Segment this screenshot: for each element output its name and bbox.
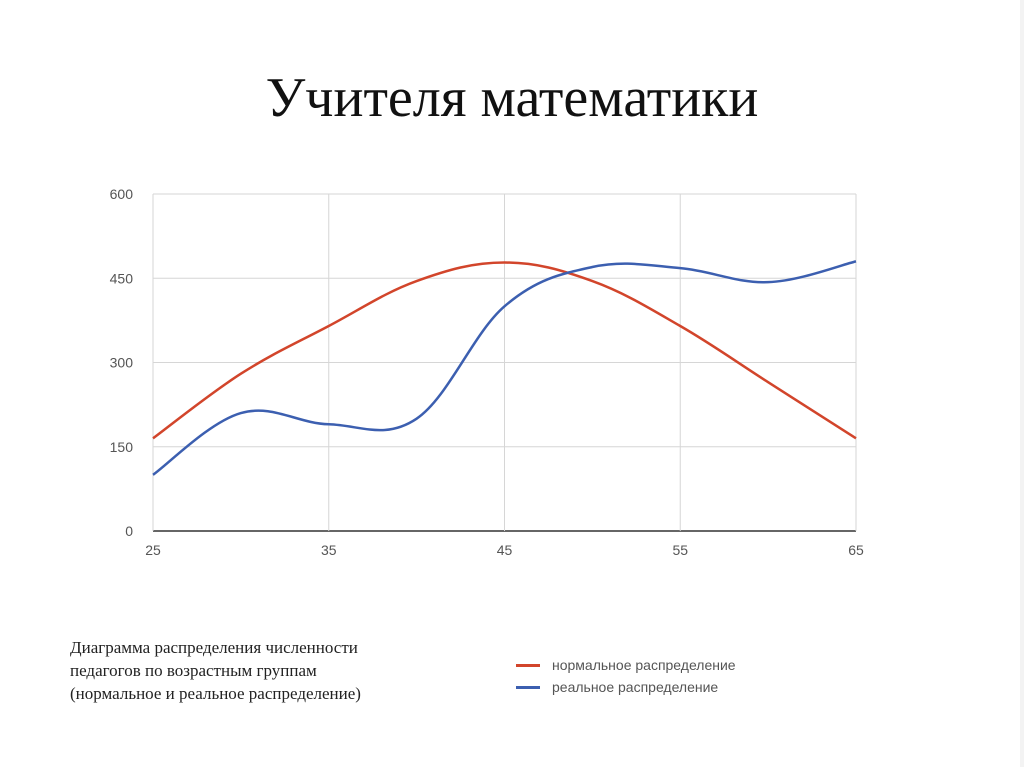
chart-legend: нормальное распределение реальное распре…	[516, 654, 736, 698]
chart-caption: Диаграмма распределения численности педа…	[70, 636, 450, 705]
legend-label-real: реальное распределение	[552, 679, 719, 695]
series-line-real	[152, 260, 857, 476]
y-tick-label: 0	[125, 523, 133, 539]
x-tick-label: 35	[321, 542, 337, 558]
y-tick-label: 450	[110, 270, 134, 286]
slide-edge	[1020, 0, 1024, 767]
caption-line-3: (нормальное и реальное распределение)	[70, 684, 361, 703]
y-tick-label: 300	[110, 355, 134, 371]
line-chart: 0 150 300 450 600 25 35 45 55 65	[110, 186, 864, 558]
legend-item-real: реальное распределение	[516, 676, 736, 698]
y-tick-label: 600	[110, 186, 134, 202]
caption-line-1: Диаграмма распределения численности	[70, 638, 358, 657]
chart-series	[152, 260, 857, 476]
legend-swatch-normal	[516, 663, 540, 667]
slide-title: Учителя математики	[265, 67, 759, 129]
x-tick-label: 55	[672, 542, 688, 558]
caption-line-2: педагогов по возрастным группам	[70, 661, 317, 680]
x-tick-label: 45	[497, 542, 513, 558]
legend-item-normal: нормальное распределение	[516, 654, 736, 676]
x-tick-label: 25	[145, 542, 161, 558]
x-tick-label: 65	[848, 542, 864, 558]
axis-tick-labels: 0 150 300 450 600 25 35 45 55 65	[110, 186, 864, 558]
legend-label-normal: нормальное распределение	[552, 657, 736, 673]
y-tick-label: 150	[110, 439, 134, 455]
legend-swatch-real	[516, 685, 540, 689]
series-line-normal	[152, 261, 857, 440]
